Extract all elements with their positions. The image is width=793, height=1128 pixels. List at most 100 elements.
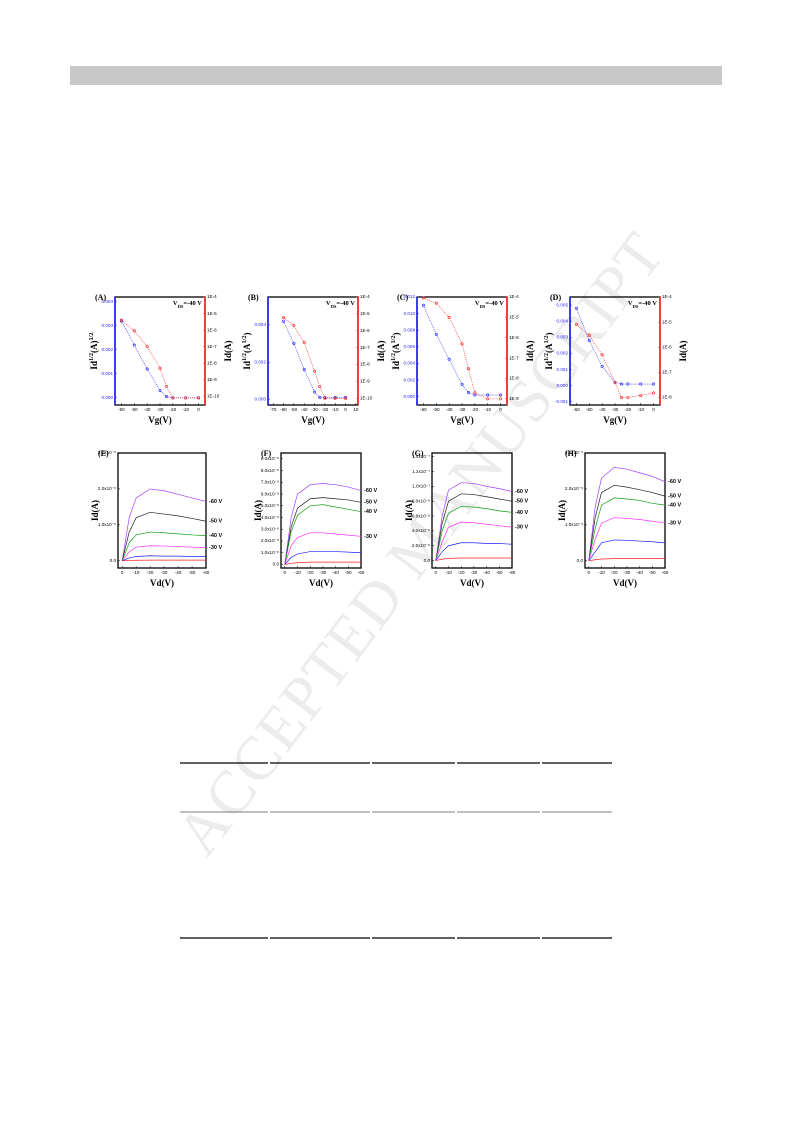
series-point: [447, 315, 451, 319]
series-point: [652, 391, 656, 395]
y2-tick-label: 1E-5: [662, 319, 672, 324]
y-tick-label: 0.0: [577, 558, 584, 563]
series-line: [435, 521, 513, 561]
series-point: [626, 382, 630, 386]
series-line: [435, 482, 513, 561]
panel-label: (B): [248, 293, 259, 302]
y2-tick-label: 1E-9: [207, 377, 217, 382]
x-tick-label: 0: [284, 570, 287, 575]
x-tick-label: -40: [301, 407, 308, 412]
y-axis-label-part: 1/2: [88, 332, 95, 340]
x-axis-label: Vd(V): [150, 578, 174, 588]
series-line: [588, 497, 666, 561]
y-axis-label-part: Id: [391, 361, 401, 370]
series-line: [121, 319, 199, 399]
y-tick-label: 0.010: [404, 311, 416, 316]
y-tick-label: 0.0: [110, 558, 117, 563]
x-tick-label: -50: [345, 570, 352, 575]
panel: 0 -10 -20 -30 -40 -50 -60 0.0 1.0x10⁻⁶ 2.0x10⁻⁶ 3.…: [90, 449, 222, 588]
series-point: [313, 369, 317, 373]
y2-tick-label: 1E-8: [509, 376, 519, 381]
series-point: [613, 380, 617, 384]
x-tick-label: -30: [161, 570, 168, 575]
annotation-part: =-40 V: [485, 300, 504, 307]
series-point: [434, 332, 438, 336]
y-tick-label: 0.004: [557, 318, 569, 323]
series-point: [132, 329, 136, 333]
series-label: -40 V: [668, 503, 681, 509]
y2-tick-label: 1E-7: [360, 345, 370, 350]
series-point: [619, 382, 623, 386]
y2-tick-label: 1E-6: [509, 335, 519, 340]
series-line: [588, 539, 666, 562]
panel-label: (A): [95, 293, 106, 302]
annotation-part: =-40 V: [638, 300, 657, 307]
y2-tick-label: 1E-7: [509, 355, 519, 360]
x-axis-label: Vg(V): [603, 415, 627, 425]
y2-tick-label: 1E-5: [509, 315, 519, 320]
x-tick-label: -10: [133, 570, 140, 575]
y2-tick-label: 1E-5: [207, 311, 217, 316]
series-point: [164, 384, 168, 388]
x-tick-label: -10: [598, 570, 605, 575]
series-point: [499, 393, 503, 397]
x-tick-label: 0: [197, 407, 200, 412]
series-point: [619, 395, 623, 399]
y-axis-label-part: 1/2: [390, 335, 397, 343]
x-tick-label: -60: [118, 407, 125, 412]
x-tick-label: -10: [445, 570, 452, 575]
y2-tick-label: 1E-7: [662, 370, 672, 375]
panel-label: (E): [98, 449, 109, 458]
header-bar: [70, 66, 722, 85]
plot-frame: [117, 452, 207, 569]
y2-tick-label: 1E-7: [207, 344, 217, 349]
y2-tick-label: 1E-4: [360, 294, 370, 299]
y-axis-label-part: ): [391, 332, 401, 335]
x-tick-label: -20: [307, 570, 314, 575]
y-tick-label: 8.0x10⁻⁸: [412, 498, 430, 503]
x-tick-label: -60: [509, 570, 516, 575]
y-tick-label: 0.000: [404, 394, 416, 399]
x-tick-label: -30: [624, 570, 631, 575]
series-line: [588, 467, 666, 561]
y2-tick-label: 1E-6: [360, 328, 370, 333]
x-tick-label: -60: [662, 570, 669, 575]
plot-frame: [431, 452, 513, 569]
y2-axis-label: Id(A): [525, 340, 535, 361]
y-tick-label: 0.008: [404, 327, 416, 332]
series-line: [121, 531, 207, 561]
x-tick-label: -40: [175, 570, 182, 575]
y-tick-label: 0.006: [404, 344, 416, 349]
series-label: -40 V: [209, 533, 222, 539]
y-axis-label-part: Id: [242, 361, 252, 370]
y-tick-label: 0.012: [404, 294, 416, 299]
series-line: [284, 483, 362, 565]
x-tick-label: -50: [496, 570, 503, 575]
annotation-part: =-40 V: [336, 300, 355, 307]
series-point: [197, 396, 201, 400]
x-tick-label: 0: [121, 570, 124, 575]
series-point: [421, 296, 425, 300]
x-tick-label: 0: [344, 407, 347, 412]
x-tick-label: -60: [358, 570, 365, 575]
x-tick-label: -10: [484, 407, 491, 412]
x-tick-label: -40: [483, 570, 490, 575]
y-tick-label: 0.003: [102, 323, 114, 328]
panel: -60 -50 -40 -30 -20 -10 0 0.000 0.002 0.004 0.006 0…: [390, 293, 535, 425]
y-tick-label: 6.0x10⁻⁸: [412, 513, 430, 518]
series-line: [121, 511, 207, 561]
series-point: [313, 390, 317, 394]
table-rules: [180, 762, 612, 939]
y-tick-label: 4.0x10⁻⁸: [412, 528, 430, 533]
annotation-part: DS: [633, 304, 639, 309]
series-point: [119, 318, 123, 322]
y-axis-label-part: 1/2: [88, 353, 95, 361]
series-line: [435, 506, 513, 561]
annotation-part: DS: [178, 304, 184, 309]
series-point: [282, 316, 286, 320]
series-point: [302, 368, 306, 372]
x-tick-label: 0: [435, 570, 438, 575]
y-tick-label: 2.0x10⁻⁸: [412, 543, 430, 548]
x-tick-label: -60: [420, 407, 427, 412]
